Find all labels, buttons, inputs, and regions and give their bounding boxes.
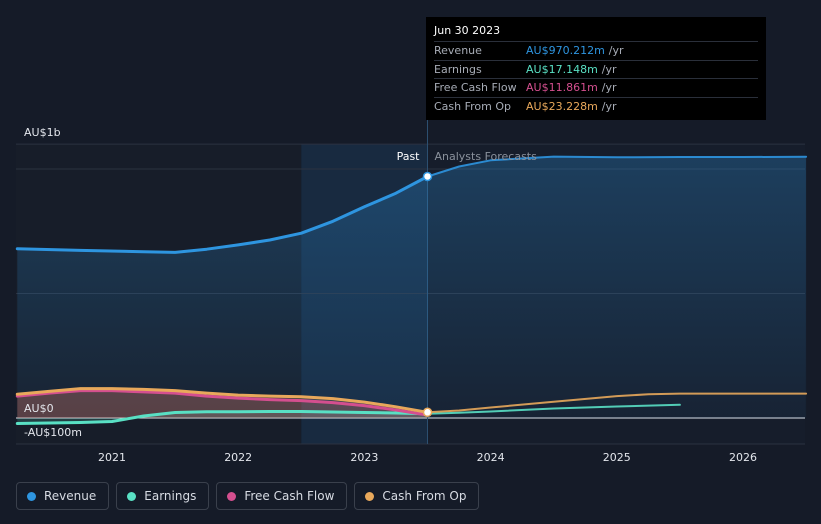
earnings-dot-icon (127, 491, 137, 501)
forecast-label: Analysts Forecasts (435, 150, 538, 163)
cash-from-op-past-line (15, 387, 429, 414)
earnings-forecast-line (426, 403, 681, 415)
tooltip-date: Jun 30 2023 (434, 24, 501, 37)
legend-label: Revenue (44, 489, 97, 503)
legend: Revenue Earnings Free Cash Flow Cash Fro… (16, 482, 480, 512)
earnings-past-line (15, 410, 429, 425)
legend-item-earnings[interactable]: Earnings (116, 482, 210, 510)
tooltip-unit: /yr (601, 99, 617, 113)
tooltip: Jun 30 2023 Revenue AU$970.212m /yr Earn… (426, 17, 766, 120)
tooltip-value: AU$970.212m (526, 44, 605, 58)
cash-from-op-forecast-line (426, 392, 808, 414)
cash-from-op-dot-icon (365, 491, 375, 501)
tooltip-label: Revenue (434, 44, 482, 58)
tooltip-row-free-cash-flow: Free Cash Flow AU$11.861m /yr (434, 78, 758, 97)
cash-from-op-marker (422, 407, 433, 418)
tooltip-label: Cash From Op (434, 99, 512, 113)
series-lines (15, 155, 808, 425)
x-tick-label: 2025 (603, 451, 631, 464)
tooltip-unit: /yr (608, 44, 624, 58)
tooltip-row-earnings: Earnings AU$17.148m /yr (434, 59, 758, 79)
x-tick-label: 2026 (729, 451, 757, 464)
x-tick-label: 2024 (477, 451, 505, 464)
x-tick-label: 2023 (350, 451, 378, 464)
tooltip-row-cash-from-op: Cash From Op AU$23.228m /yr (434, 96, 758, 116)
tooltip-value: AU$23.228m (526, 99, 598, 113)
x-tick-label: 2022 (224, 451, 252, 464)
tooltip-row-revenue: Revenue AU$970.212m /yr (434, 41, 758, 60)
revenue-past-line (15, 175, 429, 254)
legend-label: Earnings (144, 489, 197, 503)
legend-item-free-cash-flow[interactable]: Free Cash Flow (216, 482, 348, 510)
y-tick-label: -AU$100m (24, 426, 82, 439)
revenue-dot-icon (27, 491, 36, 501)
past-label: Past (397, 150, 421, 163)
free-cash-flow-past-line (15, 389, 429, 417)
y-tick-label: AU$0 (24, 402, 54, 415)
tooltip-value: AU$11.861m (526, 81, 598, 95)
earnings-area (17, 411, 428, 424)
legend-item-cash-from-op[interactable]: Cash From Op (354, 482, 480, 510)
revenue-area (17, 156, 807, 418)
axis-labels: AU$1b AU$0 -AU$100m 2021 2022 2023 2024 2025 202… (24, 126, 757, 464)
x-tick-label: 2021 (98, 451, 126, 464)
legend-label: Free Cash Flow (244, 489, 335, 503)
revenue-forecast-line (426, 155, 808, 178)
tooltip-unit: /yr (601, 81, 617, 95)
revenue-marker (422, 171, 433, 182)
free-cash-flow-dot-icon (227, 491, 237, 501)
tooltip-label: Free Cash Flow (434, 81, 517, 95)
tooltip-value: AU$17.148m (526, 62, 598, 76)
tooltip-label: Earnings (434, 62, 482, 76)
tooltip-unit: /yr (601, 62, 617, 76)
y-tick-label: AU$1b (24, 126, 61, 139)
legend-item-revenue[interactable]: Revenue (16, 482, 110, 510)
legend-label: Cash From Op (382, 489, 467, 503)
